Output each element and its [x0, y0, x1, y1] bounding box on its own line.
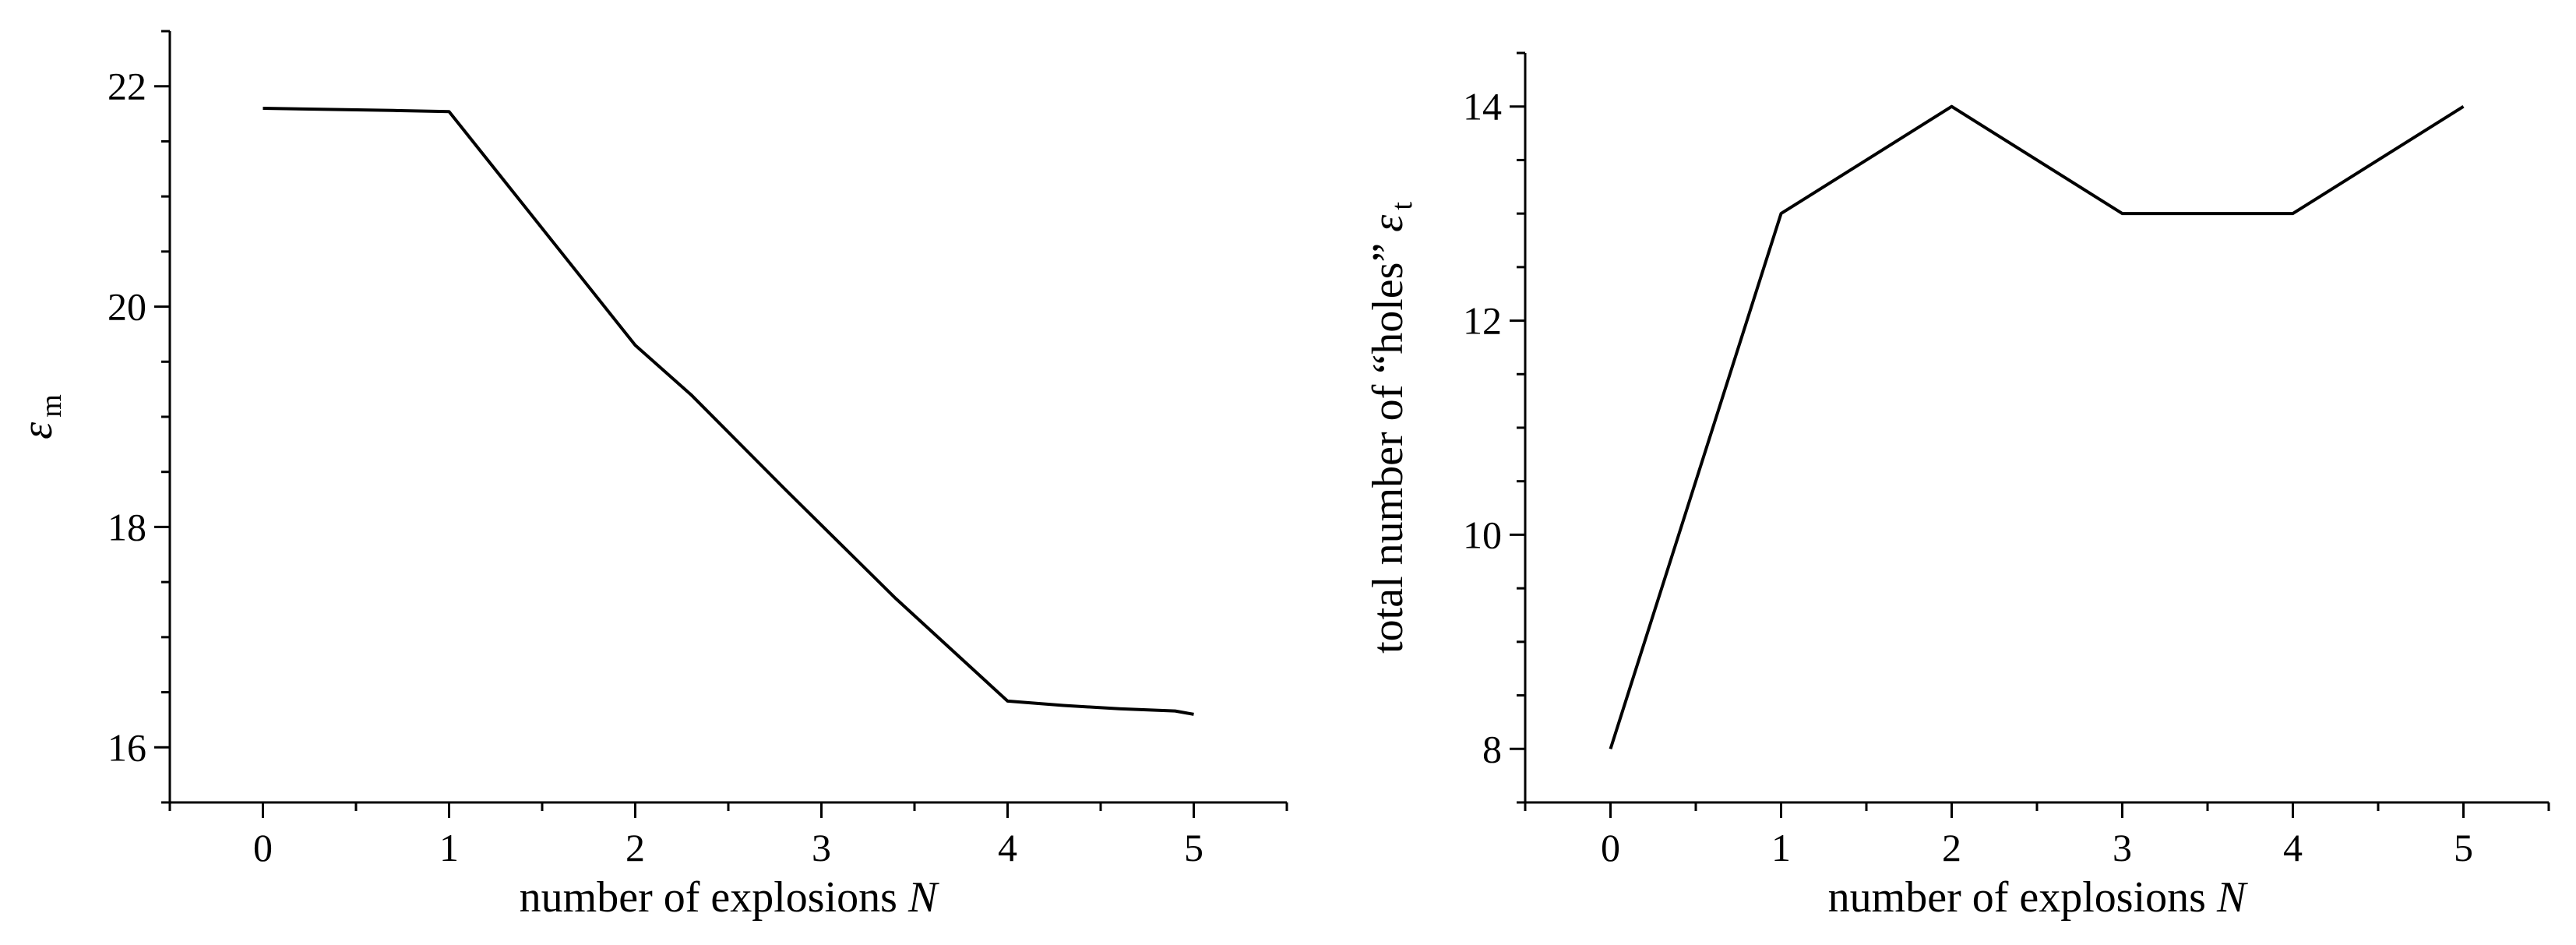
chart-left: 0 1 2 3 4 5 16 18 20 22 number of explosions N εm [13, 30, 1288, 922]
x-tick-label: 4 [2283, 826, 2303, 869]
y-tick-label: 10 [1463, 513, 1502, 556]
x-tick-label: 5 [2454, 826, 2473, 869]
x-tick-label: 0 [1601, 826, 1620, 869]
x-tick-label: 1 [1771, 826, 1791, 869]
x-tick-label: 3 [2113, 826, 2132, 869]
x-tick-label: 2 [1942, 826, 1961, 869]
y-tick-label: 20 [107, 285, 146, 329]
y-tick-label: 16 [107, 725, 146, 769]
x-axis-title: number of explosions N [1828, 873, 2248, 922]
x-tick-label: 2 [625, 826, 645, 869]
y-tick-label: 18 [107, 505, 146, 548]
y-tick-label: 12 [1463, 299, 1502, 343]
y-axis-title: total number of “holes” εt [1364, 202, 1418, 654]
x-axis-title: number of explosions N [520, 873, 939, 922]
series-line [263, 107, 1194, 716]
y-tick-label: 8 [1482, 727, 1502, 770]
x-tick-label: 4 [998, 826, 1017, 869]
x-tick-label: 1 [439, 826, 459, 869]
y-axis-title: εm [13, 394, 68, 439]
y-tick-label: 14 [1463, 85, 1502, 129]
x-tick-label: 0 [253, 826, 273, 869]
series-line [1609, 104, 2465, 749]
x-tick-label: 3 [812, 826, 831, 869]
y-tick-label: 22 [107, 65, 146, 108]
x-tick-label: 5 [1184, 826, 1203, 869]
